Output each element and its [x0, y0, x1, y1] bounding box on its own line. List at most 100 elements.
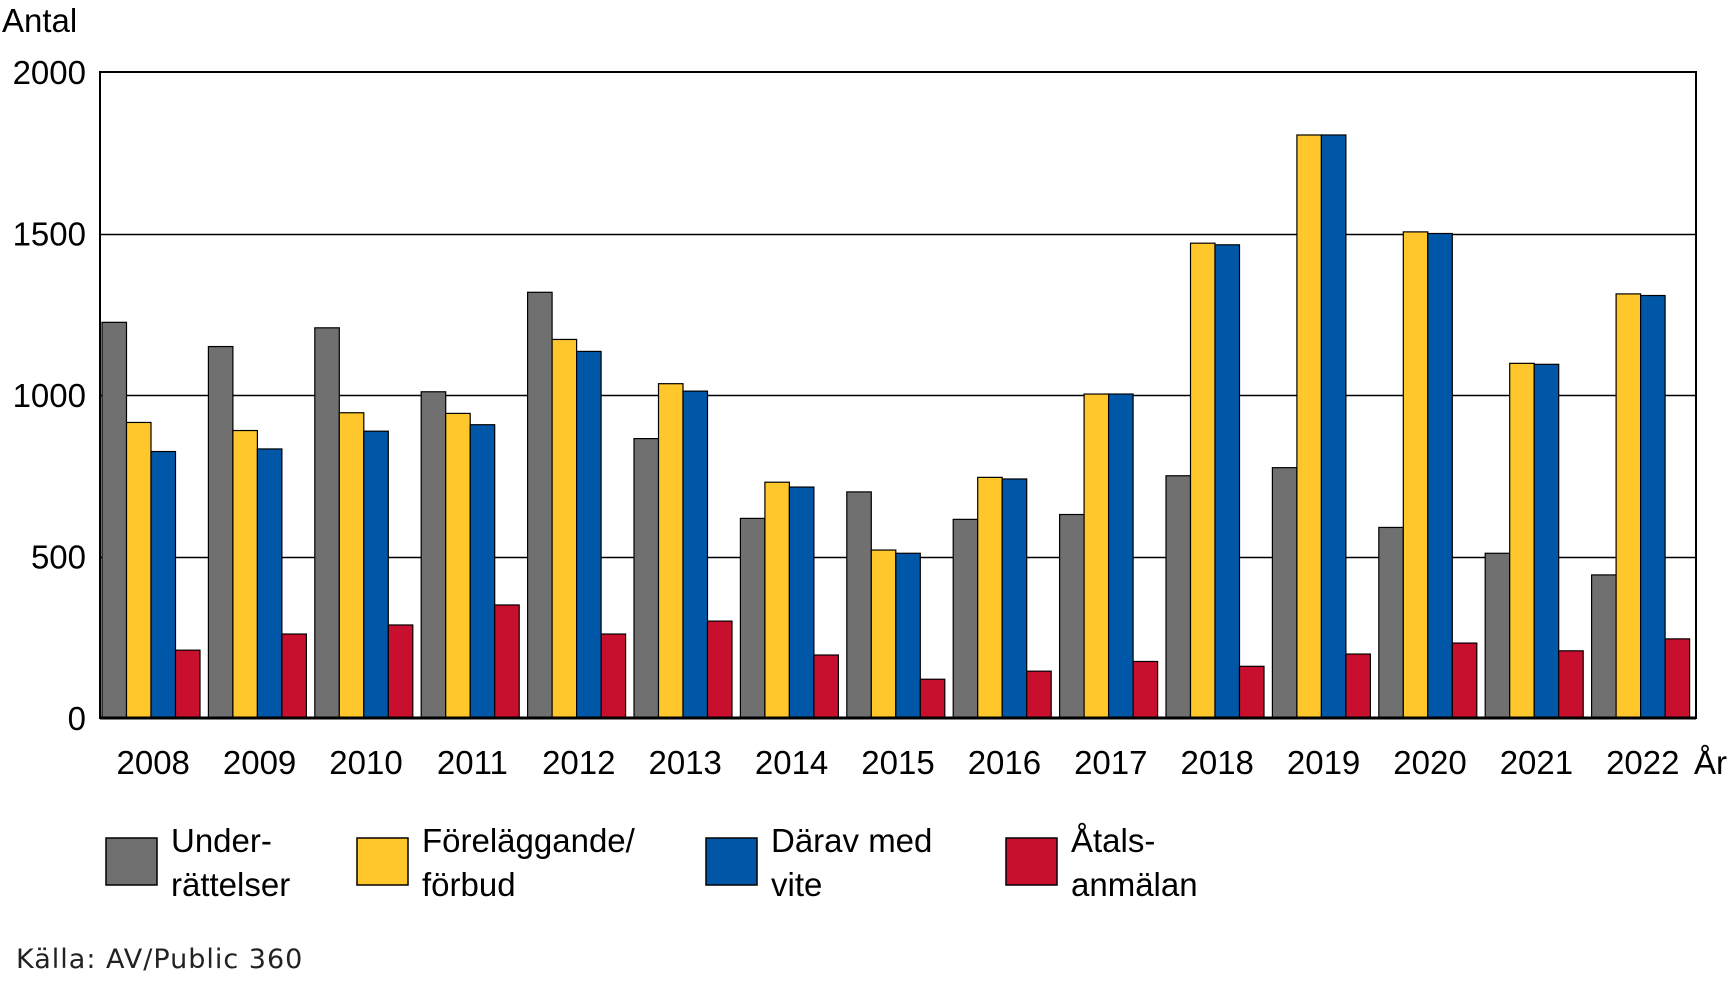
bar-2020-series-3 [1427, 232, 1453, 719]
bar-2019-series-2 [1296, 134, 1323, 719]
bar-2014-series-4 [813, 654, 840, 719]
bar-2020-series-2 [1402, 231, 1429, 719]
bar-2018-series-2 [1189, 242, 1216, 719]
x-tick-label: 2022 [1606, 744, 1679, 781]
bars [101, 134, 1691, 719]
bar-2022-series-2 [1615, 293, 1642, 719]
bar-2021-series-4 [1558, 650, 1584, 719]
legend-label: Föreläggande/ [422, 822, 636, 859]
bar-2017-series-2 [1083, 393, 1110, 719]
x-tick-label: 2014 [755, 744, 828, 781]
x-tick-label: 2009 [223, 744, 296, 781]
bar-2012-series-1 [526, 291, 553, 719]
bar-2019-series-4 [1345, 653, 1372, 719]
bar-2018-series-1 [1165, 475, 1192, 719]
y-tick-label: 2000 [13, 54, 86, 91]
bar-2015-series-4 [919, 678, 946, 719]
bar-2011-series-3 [469, 424, 496, 719]
x-tick-label: 2021 [1500, 744, 1573, 781]
legend: Under-rättelser Föreläggande/förbud Därav … [105, 822, 1198, 903]
bar-2014-series-3 [788, 486, 815, 719]
x-tick-label: 2018 [1180, 744, 1253, 781]
x-tick-label: 2015 [861, 744, 934, 781]
bar-2015-series-2 [870, 549, 897, 719]
legend-label: Därav med [771, 822, 932, 859]
bar-2009-series-3 [256, 448, 283, 719]
bar-2017-series-1 [1058, 513, 1085, 719]
bar-2015-series-3 [895, 552, 921, 719]
bar-2012-series-3 [575, 350, 602, 719]
bar-2008-series-3 [150, 450, 177, 719]
y-tick-label: 0 [68, 700, 86, 737]
bar-2016-series-1 [952, 518, 979, 719]
bar-2020-series-4 [1451, 642, 1478, 719]
bar-2010-series-3 [363, 430, 389, 719]
bar-2021-series-3 [1533, 363, 1560, 719]
bar-2018-series-4 [1238, 665, 1265, 719]
bar-2015-series-1 [846, 491, 872, 719]
legend-label: Åtals- [1071, 822, 1155, 859]
bar-2009-series-2 [232, 429, 258, 719]
x-tick-label: 2011 [437, 744, 508, 781]
legend-label: vite [771, 866, 822, 903]
x-axis-label: År [1694, 744, 1727, 781]
x-axis-ticks: 2008 2009 2010 2011 2012 2013 2014 2015 2016 2017… [116, 744, 1679, 781]
bar-2008-series-2 [125, 421, 152, 719]
y-axis-ticks: 0 500 1000 1500 2000 [13, 54, 86, 737]
bar-2010-series-2 [338, 412, 365, 719]
bar-2010-series-4 [387, 624, 414, 719]
bar-2009-series-1 [207, 345, 234, 719]
legend-label: anmälan [1071, 866, 1198, 903]
legend-label: Under- [171, 822, 272, 859]
legend-swatch [705, 837, 758, 886]
bar-2016-series-3 [1001, 478, 1028, 719]
y-axis-label: Antal [2, 2, 77, 39]
y-tick-label: 500 [31, 539, 86, 576]
bar-2021-series-2 [1509, 362, 1535, 719]
y-tick-label: 1000 [13, 377, 86, 414]
x-tick-label: 2016 [968, 744, 1041, 781]
bar-2022-series-4 [1664, 638, 1691, 719]
y-tick-label: 1500 [13, 216, 86, 253]
bar-2020-series-1 [1378, 526, 1404, 719]
source-note: Källa: AV/Public 360 [16, 944, 304, 975]
bar-2010-series-1 [314, 327, 340, 719]
x-tick-label: 2020 [1393, 744, 1466, 781]
x-tick-label: 2013 [648, 744, 721, 781]
x-tick-label: 2019 [1287, 744, 1360, 781]
bar-2013-series-3 [682, 390, 709, 719]
bar-2011-series-2 [445, 412, 471, 719]
bar-2012-series-2 [551, 338, 578, 719]
bar-2021-series-1 [1484, 552, 1511, 719]
bar-2016-series-4 [1026, 670, 1052, 719]
bar-2011-series-1 [420, 391, 447, 719]
bar-2018-series-3 [1214, 244, 1241, 719]
bar-2012-series-4 [600, 633, 627, 719]
bar-2009-series-4 [281, 633, 307, 719]
legend-label: rättelser [171, 866, 290, 903]
legend-swatch [356, 837, 409, 886]
bar-2013-series-2 [657, 383, 684, 719]
legend-swatch [1005, 837, 1058, 886]
bar-2017-series-3 [1107, 393, 1134, 719]
x-tick-label: 2012 [542, 744, 615, 781]
bar-2014-series-2 [764, 481, 791, 719]
x-tick-label: 2017 [1074, 744, 1147, 781]
bar-2008-series-1 [101, 321, 128, 719]
bar-2013-series-1 [633, 438, 660, 719]
legend-swatch [105, 837, 158, 886]
bar-2013-series-4 [706, 620, 733, 719]
bar-2014-series-1 [739, 517, 766, 719]
bar-2008-series-4 [174, 649, 201, 719]
x-tick-label: 2008 [116, 744, 189, 781]
bar-2016-series-2 [977, 476, 1003, 719]
bar-2022-series-3 [1639, 294, 1666, 719]
bar-2019-series-3 [1320, 134, 1347, 719]
x-tick-label: 2010 [329, 744, 402, 781]
bar-2017-series-4 [1132, 660, 1159, 719]
legend-label: förbud [422, 866, 516, 903]
plot-frame [99, 71, 1697, 720]
bar-2011-series-4 [494, 604, 520, 719]
bar-2022-series-1 [1590, 574, 1617, 719]
